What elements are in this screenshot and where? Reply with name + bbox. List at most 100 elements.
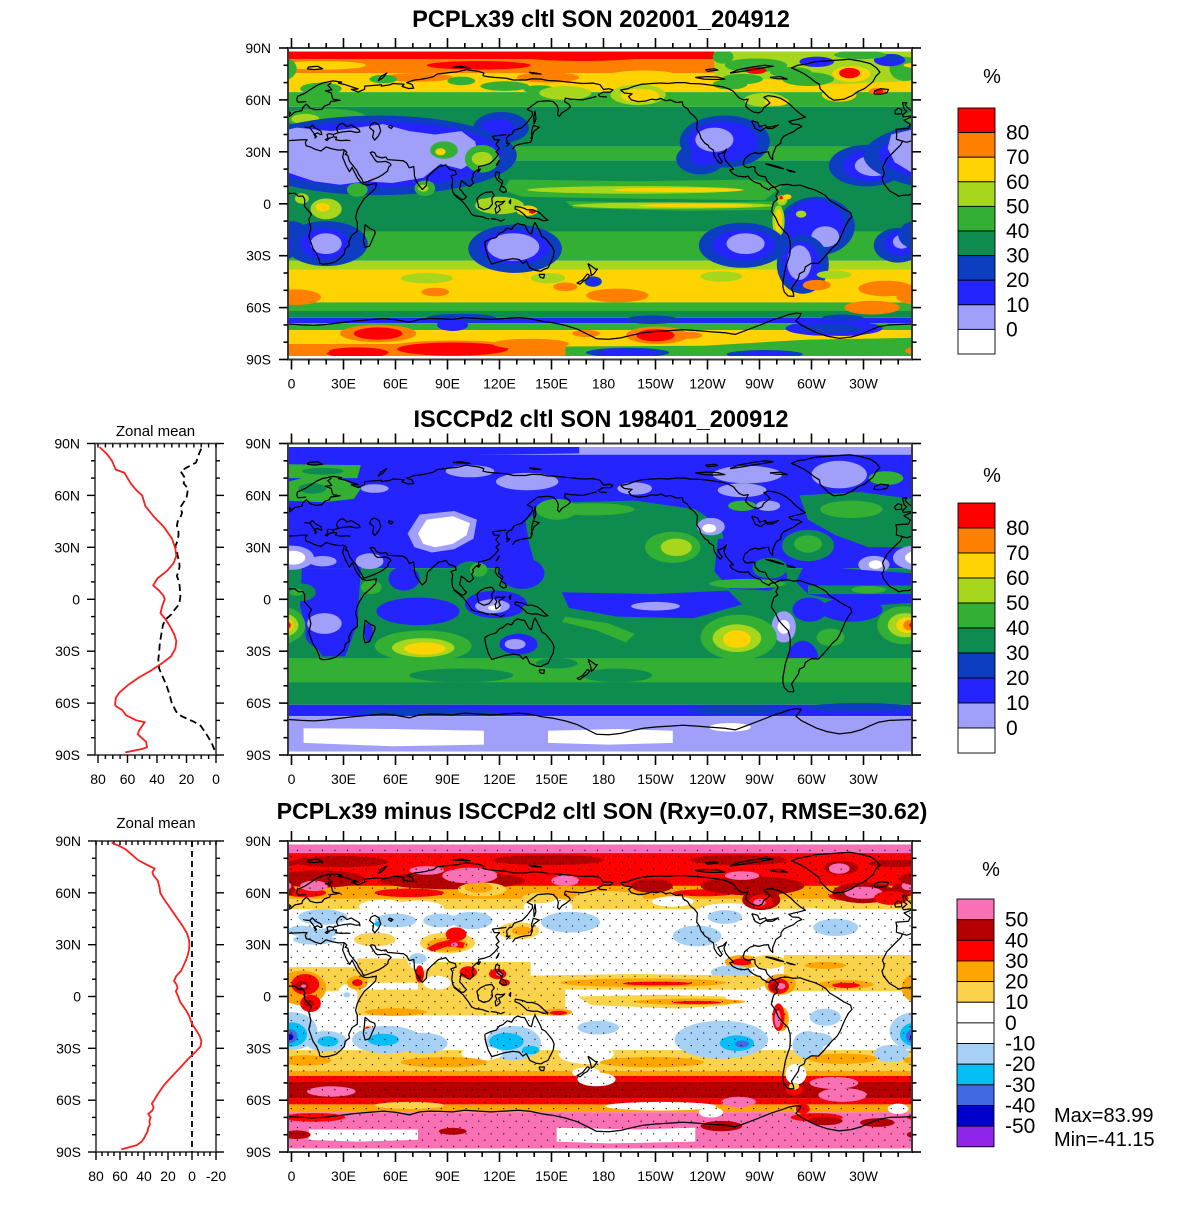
svg-text:90W: 90W bbox=[745, 771, 775, 787]
svg-text:80: 80 bbox=[1006, 122, 1029, 145]
svg-text:-10: -10 bbox=[1005, 1033, 1035, 1056]
svg-text:40: 40 bbox=[1005, 929, 1028, 952]
svg-text:90S: 90S bbox=[246, 747, 271, 763]
svg-text:60E: 60E bbox=[383, 771, 408, 787]
svg-text:0: 0 bbox=[1006, 717, 1018, 740]
svg-text:120W: 120W bbox=[689, 771, 726, 787]
svg-text:90W: 90W bbox=[745, 376, 775, 392]
svg-text:PCPLx39 cltl SON 202001_204912: PCPLx39 cltl SON 202001_204912 bbox=[412, 7, 790, 33]
svg-text:-20: -20 bbox=[206, 1168, 226, 1184]
svg-text:30E: 30E bbox=[331, 1168, 356, 1184]
svg-text:40: 40 bbox=[136, 1168, 152, 1184]
svg-text:60S: 60S bbox=[246, 695, 271, 711]
svg-text:60N: 60N bbox=[245, 487, 271, 503]
svg-text:10: 10 bbox=[1006, 692, 1029, 715]
svg-text:30S: 30S bbox=[246, 248, 271, 264]
svg-text:120E: 120E bbox=[483, 1168, 516, 1184]
svg-text:60: 60 bbox=[120, 771, 136, 787]
svg-text:90S: 90S bbox=[246, 352, 271, 368]
svg-text:50: 50 bbox=[1005, 909, 1028, 932]
svg-text:30: 30 bbox=[1006, 642, 1029, 665]
svg-text:60E: 60E bbox=[383, 376, 408, 392]
svg-text:40: 40 bbox=[149, 771, 165, 787]
svg-text:0: 0 bbox=[288, 771, 296, 787]
svg-text:90N: 90N bbox=[55, 833, 81, 849]
svg-text:20: 20 bbox=[1006, 667, 1029, 690]
svg-text:10: 10 bbox=[1006, 294, 1029, 317]
svg-text:60S: 60S bbox=[246, 300, 271, 316]
svg-text:Zonal mean: Zonal mean bbox=[116, 815, 195, 832]
svg-text:80: 80 bbox=[1006, 517, 1029, 540]
svg-text:Zonal mean: Zonal mean bbox=[116, 423, 195, 440]
svg-text:60N: 60N bbox=[55, 885, 81, 901]
svg-text:0: 0 bbox=[263, 989, 271, 1005]
svg-text:0: 0 bbox=[1006, 318, 1018, 341]
svg-text:Min=-41.15: Min=-41.15 bbox=[1054, 1129, 1155, 1151]
svg-text:30W: 30W bbox=[849, 376, 879, 392]
svg-text:30: 30 bbox=[1005, 950, 1028, 973]
svg-text:30S: 30S bbox=[55, 643, 80, 659]
svg-text:-30: -30 bbox=[1005, 1074, 1035, 1097]
svg-text:30E: 30E bbox=[331, 771, 356, 787]
svg-text:0: 0 bbox=[73, 989, 81, 1005]
svg-text:30N: 30N bbox=[245, 144, 271, 160]
svg-text:40: 40 bbox=[1006, 220, 1029, 243]
svg-text:180: 180 bbox=[592, 376, 616, 392]
svg-text:30N: 30N bbox=[54, 539, 80, 555]
svg-text:90S: 90S bbox=[55, 747, 80, 763]
svg-text:90E: 90E bbox=[435, 1168, 460, 1184]
svg-text:90N: 90N bbox=[245, 833, 271, 849]
svg-text:90E: 90E bbox=[435, 771, 460, 787]
svg-text:60: 60 bbox=[1006, 171, 1029, 194]
svg-text:150W: 150W bbox=[637, 376, 674, 392]
svg-text:60E: 60E bbox=[383, 1168, 408, 1184]
svg-text:ISCCPd2 cltl SON 198401_200912: ISCCPd2 cltl SON 198401_200912 bbox=[413, 407, 788, 433]
svg-text:120W: 120W bbox=[689, 1168, 726, 1184]
svg-text:0: 0 bbox=[1005, 1012, 1017, 1035]
svg-text:30N: 30N bbox=[245, 937, 271, 953]
svg-text:0: 0 bbox=[263, 196, 271, 212]
svg-text:150E: 150E bbox=[535, 1168, 568, 1184]
svg-text:30W: 30W bbox=[849, 1168, 879, 1184]
svg-text:50: 50 bbox=[1006, 195, 1029, 218]
svg-text:-50: -50 bbox=[1005, 1115, 1035, 1138]
svg-text:60N: 60N bbox=[245, 92, 271, 108]
svg-text:120E: 120E bbox=[483, 376, 516, 392]
svg-text:90S: 90S bbox=[246, 1144, 271, 1160]
svg-text:60W: 60W bbox=[797, 771, 827, 787]
svg-text:80: 80 bbox=[88, 1168, 104, 1184]
svg-text:Max=83.99: Max=83.99 bbox=[1054, 1105, 1154, 1127]
svg-text:150W: 150W bbox=[637, 771, 674, 787]
svg-text:60N: 60N bbox=[245, 885, 271, 901]
svg-text:%: % bbox=[983, 465, 1001, 487]
svg-text:70: 70 bbox=[1006, 146, 1029, 169]
svg-text:0: 0 bbox=[288, 376, 296, 392]
svg-text:40: 40 bbox=[1006, 617, 1029, 640]
svg-text:70: 70 bbox=[1006, 542, 1029, 565]
svg-text:20: 20 bbox=[160, 1168, 176, 1184]
svg-text:60: 60 bbox=[112, 1168, 128, 1184]
svg-text:150W: 150W bbox=[637, 1168, 674, 1184]
svg-text:20: 20 bbox=[1005, 971, 1028, 994]
svg-text:60S: 60S bbox=[56, 1092, 81, 1108]
svg-text:50: 50 bbox=[1006, 592, 1029, 615]
svg-text:80: 80 bbox=[90, 771, 106, 787]
svg-text:150E: 150E bbox=[535, 771, 568, 787]
svg-text:20: 20 bbox=[1006, 269, 1029, 292]
svg-text:90W: 90W bbox=[745, 1168, 775, 1184]
svg-text:120E: 120E bbox=[483, 771, 516, 787]
svg-text:30: 30 bbox=[1006, 245, 1029, 268]
svg-text:150E: 150E bbox=[535, 376, 568, 392]
svg-text:30N: 30N bbox=[55, 937, 81, 953]
svg-text:90N: 90N bbox=[54, 436, 80, 452]
svg-text:PCPLx39 minus ISCCPd2 cltl SON: PCPLx39 minus ISCCPd2 cltl SON (Rxy=0.07… bbox=[277, 798, 928, 824]
svg-text:30N: 30N bbox=[245, 539, 271, 555]
svg-text:30E: 30E bbox=[331, 376, 356, 392]
svg-text:60S: 60S bbox=[55, 695, 80, 711]
svg-text:90N: 90N bbox=[245, 436, 271, 452]
svg-text:30W: 30W bbox=[849, 771, 879, 787]
svg-text:60W: 60W bbox=[797, 376, 827, 392]
svg-text:30S: 30S bbox=[246, 643, 271, 659]
svg-text:60W: 60W bbox=[797, 1168, 827, 1184]
svg-text:90E: 90E bbox=[435, 376, 460, 392]
